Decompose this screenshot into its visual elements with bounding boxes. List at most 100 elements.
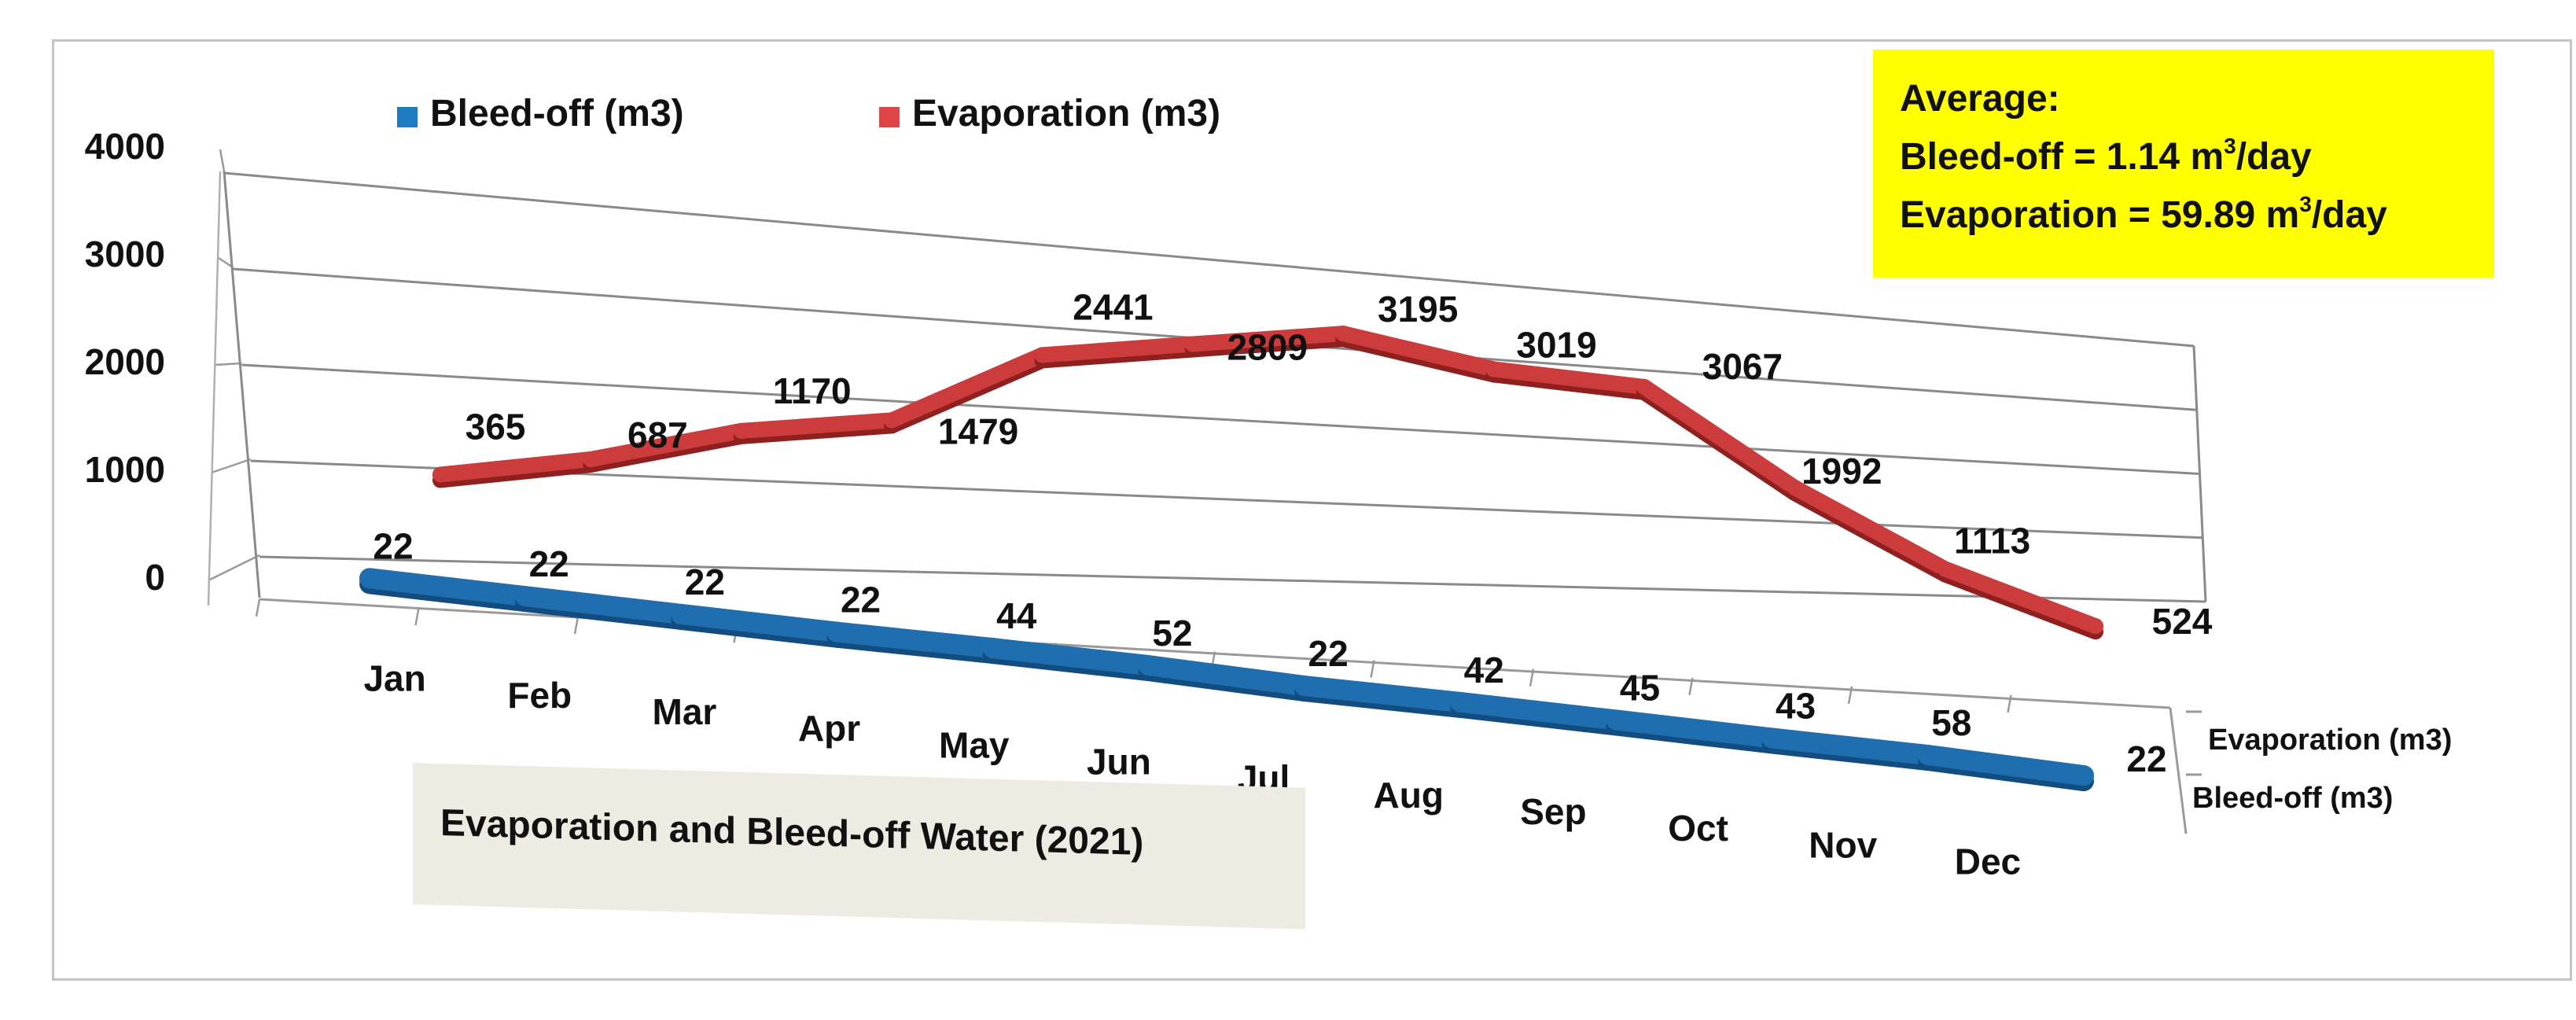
series-segment — [432, 451, 599, 483]
series-point — [583, 451, 599, 467]
average-heading: Average: — [1900, 78, 2060, 120]
series-segment — [1636, 378, 1803, 495]
gridline-2 — [241, 363, 2200, 475]
series-point — [432, 466, 448, 483]
series-point — [2088, 618, 2103, 635]
series-segment — [1787, 479, 1953, 577]
series-segment — [1485, 361, 1652, 395]
x-tick-label: Oct — [1668, 808, 1728, 849]
data-label: 3019 — [1516, 324, 1596, 365]
data-label: 52 — [1152, 613, 1192, 654]
series-segment — [1335, 326, 1502, 377]
right-vertical-axis — [2192, 345, 2207, 602]
series-point — [1787, 479, 1803, 495]
data-label: 3067 — [1702, 346, 1783, 387]
y-tick-label: 4000 — [85, 126, 165, 167]
legend-swatch — [397, 107, 418, 127]
data-label: 524 — [2152, 601, 2213, 642]
series-segment — [1917, 745, 2094, 786]
average-annotation-box: Average: Bleed-off = 1.14 m3/day Evapora… — [1873, 50, 2494, 278]
series-point — [1138, 655, 1159, 676]
depth-axis-labels: Evaporation (m3) Bleed-off (m3) — [2192, 724, 2452, 815]
legend-swatch — [879, 107, 900, 127]
data-label: 22 — [685, 562, 725, 602]
series-point — [884, 412, 900, 429]
average-evaporation: Evaporation = 59.89 m3/day — [1900, 192, 2387, 237]
front-vertical-axis — [207, 171, 222, 606]
series-point — [1184, 336, 1201, 352]
x-tick-mark — [1370, 660, 1375, 678]
x-tick-mark — [1529, 668, 1535, 687]
series-point — [982, 638, 1003, 659]
series-point — [1917, 745, 1938, 766]
legend-label: Bleed-off (m3) — [430, 93, 684, 134]
series-segment — [515, 586, 692, 624]
series-point — [1761, 727, 1783, 749]
data-labels: 365 687 1170 1479 2441 2809 3195 3019 3067 1992 11… — [373, 286, 2212, 779]
series-segment — [1034, 336, 1201, 363]
x-tick-mark — [573, 616, 580, 635]
x-tick-mark — [255, 598, 261, 617]
series-point — [1636, 378, 1652, 395]
chart-title-box: Evaporation and Bleed-off Water (2021) — [413, 763, 1305, 930]
series-segment — [884, 347, 1051, 429]
series-point — [1606, 709, 1627, 731]
x-tick-mark — [1688, 677, 1694, 695]
series-segment — [982, 638, 1159, 676]
data-label: 42 — [1464, 650, 1504, 690]
series-segment — [1450, 691, 1627, 731]
back-vertical-axis — [223, 171, 261, 598]
data-label: 1479 — [938, 411, 1018, 451]
gridline-left-3 — [216, 256, 234, 269]
series-segment — [1184, 326, 1352, 352]
data-label: 3195 — [1378, 289, 1458, 330]
evaporation-series — [432, 326, 2103, 640]
depth-label-bleed-off: Bleed-off (m3) — [2192, 782, 2393, 815]
series-segment — [1606, 709, 1783, 749]
series-point — [1294, 676, 1316, 697]
series-segment — [826, 621, 1003, 659]
data-label: 44 — [996, 595, 1037, 636]
series-point — [515, 586, 536, 607]
x-tick-label: Apr — [798, 708, 860, 749]
series-segment — [671, 603, 848, 643]
legend: Bleed-off (m3) Evaporation (m3) — [397, 93, 1220, 134]
series-point — [1485, 361, 1502, 377]
gridline-left-0 — [208, 554, 260, 582]
y-tick-label: 2000 — [85, 341, 165, 382]
series-point — [1450, 691, 1471, 713]
series-segment — [1937, 561, 2103, 635]
series-segment — [1138, 655, 1316, 697]
data-label: 1992 — [1801, 451, 1882, 492]
data-label: 2809 — [1227, 327, 1308, 368]
data-label: 2441 — [1073, 286, 1153, 327]
depth-label-evaporation: Evaporation (m3) — [2208, 724, 2452, 757]
series-point — [359, 568, 380, 589]
data-label: 22 — [1308, 633, 1349, 674]
y-tick-label: 3000 — [85, 234, 165, 274]
series-point — [1937, 561, 1953, 577]
x-tick-label: Jun — [1087, 741, 1151, 782]
gridline-0 — [259, 555, 2206, 603]
data-label: 45 — [1620, 667, 1660, 708]
gridline-left-1 — [211, 458, 252, 474]
x-tick-label: Nov — [1809, 824, 1877, 865]
series-segment — [1761, 727, 1938, 766]
y-tick-labels: 0 1000 2000 3000 4000 — [85, 126, 165, 598]
x-tick-label: Aug — [1374, 775, 1444, 816]
data-label: 1170 — [773, 370, 852, 411]
x-tick-labels: Jan Feb Mar Apr May Jun Jul Aug Sep Oct Nov Dec — [255, 598, 2021, 882]
data-label: 22 — [529, 543, 569, 584]
x-tick-label: Mar — [653, 691, 717, 732]
x-tick-label: Feb — [507, 675, 572, 716]
data-label: 43 — [1776, 686, 1816, 727]
gridline-left-2 — [214, 362, 242, 366]
x-tick-label: Dec — [1955, 841, 2021, 882]
data-label: 365 — [466, 406, 526, 447]
x-tick-label: Sep — [1520, 791, 1586, 832]
data-label: 58 — [1931, 702, 1971, 743]
series-point — [671, 603, 692, 624]
y-tick-label: 1000 — [85, 449, 165, 490]
series-segment — [1294, 676, 1471, 713]
x-tick-mark — [2007, 694, 2012, 713]
